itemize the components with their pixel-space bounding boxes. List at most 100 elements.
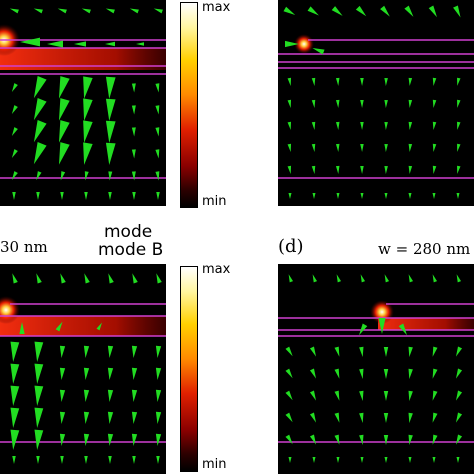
field-arrow: [360, 165, 364, 174]
field-arrow: [408, 77, 413, 86]
field-arrow: [10, 407, 20, 428]
field-panel-c: [0, 264, 166, 474]
field-arrow: [155, 433, 162, 446]
field-arrow: [155, 105, 160, 115]
field-arrow: [404, 5, 414, 17]
field-arrow: [359, 390, 364, 401]
field-arrow: [105, 98, 116, 121]
field-arrow: [455, 368, 463, 379]
field-panel-b: [278, 0, 474, 206]
field-arrow: [384, 165, 388, 174]
field-arrow: [33, 141, 47, 165]
field-arrow: [58, 142, 70, 165]
field-band: [0, 316, 166, 336]
field-arrow: [311, 143, 316, 152]
field-arrow: [34, 385, 44, 406]
colorbar-top: [180, 2, 198, 208]
field-arrow: [34, 341, 44, 362]
field-arrow: [9, 8, 19, 14]
field-arrow: [309, 368, 317, 379]
field-arrow: [12, 456, 16, 464]
field-arrow: [408, 457, 412, 463]
field-arrow: [432, 390, 438, 401]
colorbar-bottom-max: max: [202, 262, 231, 277]
field-arrow: [34, 429, 44, 450]
field-arrow: [11, 83, 18, 92]
field-arrow: [136, 42, 144, 46]
field-arrow: [378, 318, 386, 334]
field-arrow: [456, 193, 460, 199]
field-arrow: [408, 412, 413, 423]
field-arrow: [59, 433, 66, 446]
field-arrow: [47, 40, 63, 48]
field-arrow: [408, 165, 413, 174]
field-arrow: [360, 274, 366, 283]
field-arrow: [309, 346, 317, 357]
field-arrow: [360, 99, 364, 108]
field-arrow: [456, 274, 462, 283]
field-arrow: [11, 149, 18, 158]
field-arrow: [288, 274, 294, 283]
field-arrow: [380, 5, 390, 17]
field-map-a: [0, 8, 166, 200]
mode-label-line2: mode B: [98, 240, 164, 260]
field-arrow: [105, 142, 116, 165]
field-arrow: [336, 457, 340, 463]
field-arrow: [83, 142, 93, 165]
field-arrow: [55, 321, 63, 332]
field-arrow: [408, 143, 413, 152]
field-arrow: [384, 274, 390, 283]
field-arrow: [10, 341, 20, 362]
field-arrow: [455, 412, 463, 423]
field-arrow: [83, 367, 90, 380]
field-arrow: [408, 193, 412, 199]
field-arrow: [383, 391, 389, 401]
field-arrow: [287, 143, 292, 152]
field-arrow: [33, 75, 47, 99]
field-arrow: [312, 193, 316, 199]
field-arrow: [59, 411, 66, 424]
field-arrow: [155, 411, 162, 424]
field-arrow: [408, 274, 414, 283]
field-arrow: [457, 165, 461, 174]
field-arrow: [60, 192, 64, 200]
field-arrow: [384, 77, 388, 86]
field-arrow: [432, 143, 437, 152]
field-arrow: [11, 171, 18, 180]
field-arrow: [155, 345, 162, 358]
field-arrow: [287, 165, 292, 174]
colorbar-bottom: [180, 266, 198, 472]
field-arrow: [384, 457, 388, 463]
field-arrow: [288, 457, 292, 463]
mode-label-line1: mode: [104, 222, 153, 242]
field-arrow: [383, 369, 389, 379]
field-arrow: [155, 83, 160, 93]
field-arrow: [131, 149, 136, 159]
field-arrow: [33, 119, 47, 143]
field-hotspot: [294, 34, 314, 54]
field-arrow: [12, 273, 18, 284]
field-arrow: [360, 143, 364, 152]
field-arrow: [155, 127, 160, 137]
field-arrow: [456, 457, 460, 463]
field-arrow: [285, 434, 293, 445]
panel-d-letter: (d): [278, 236, 304, 257]
colorbar-bottom-min: min: [202, 457, 227, 472]
field-arrow: [108, 192, 112, 200]
field-arrow: [311, 77, 316, 86]
field-arrow: [312, 274, 318, 283]
field-arrow: [384, 143, 388, 152]
field-arrow: [107, 433, 114, 446]
field-arrow: [131, 433, 138, 446]
field-arrow: [156, 192, 160, 200]
field-arrow: [81, 8, 91, 14]
field-arrow: [331, 6, 343, 16]
field-arrow: [60, 171, 66, 181]
field-arrow: [455, 390, 463, 401]
field-arrow: [156, 456, 160, 464]
field-arrow: [105, 41, 115, 47]
field-arrow: [10, 429, 20, 450]
field-arrow: [309, 434, 317, 445]
field-arrow: [453, 5, 461, 18]
field-arrow: [335, 165, 340, 174]
